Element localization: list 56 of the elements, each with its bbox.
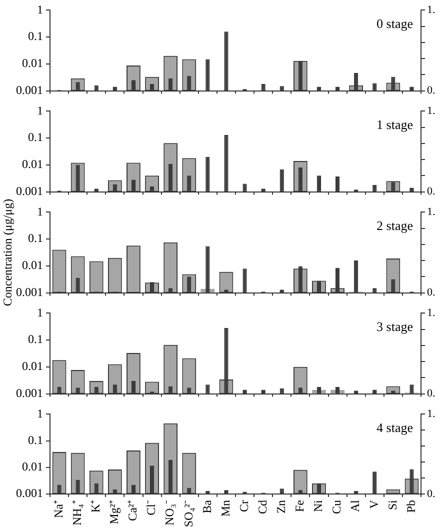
y2-tick-label: 1. bbox=[427, 105, 436, 118]
x-tick-label: Si bbox=[385, 499, 400, 510]
x-tick-label: Mn bbox=[218, 500, 232, 517]
x-tick-label: Cd bbox=[255, 500, 270, 514]
y-tick-label: 1 bbox=[37, 305, 43, 320]
x-tick-label: SO₄²⁻ bbox=[181, 500, 196, 528]
y2-tick-label: 0. bbox=[427, 84, 436, 97]
annotation: 0 stage bbox=[376, 16, 414, 32]
y2-tick-label: 0. bbox=[427, 286, 436, 299]
y-tick-label: 0.001 bbox=[16, 284, 43, 299]
x-tick-label: Al bbox=[348, 499, 362, 512]
y-tick-label: 0.01 bbox=[22, 258, 43, 272]
x-tick-label: NH₄⁺ bbox=[70, 500, 84, 526]
y2-tick-label: 1. bbox=[427, 408, 436, 420]
x-tick-label: Mg²⁺ bbox=[107, 500, 122, 524]
y-tick-label: 1 bbox=[37, 204, 43, 218]
y-tick-label: 0.1 bbox=[28, 432, 43, 447]
y-tick-label: 1 bbox=[37, 2, 43, 16]
y-tick-label: 0.001 bbox=[16, 486, 43, 500]
y-tick-label: 0.01 bbox=[22, 460, 43, 474]
y2-tick-label: 0. bbox=[427, 186, 436, 198]
x-tick-label: K⁺ bbox=[88, 500, 103, 513]
annotation: 1 stage bbox=[376, 117, 414, 132]
y-tick-label: 1 bbox=[37, 103, 43, 118]
y-tick-label: 0.1 bbox=[28, 231, 43, 246]
y2-tick-label: 1. bbox=[427, 206, 436, 218]
y-tick-label: 0.1 bbox=[28, 29, 43, 44]
x-tick-label: Ca²⁺ bbox=[126, 500, 140, 521]
y2-tick-label: 0. bbox=[427, 388, 436, 400]
y-tick-label: 1 bbox=[37, 406, 43, 420]
y-tick-label: 0.1 bbox=[28, 332, 43, 346]
x-tick-label: Pb bbox=[404, 500, 418, 513]
x-tick-label: V bbox=[366, 500, 381, 509]
y-tick-label: 0.01 bbox=[22, 359, 43, 374]
x-tick-label: Ni bbox=[311, 499, 326, 512]
annotation: 2 stage bbox=[376, 218, 414, 234]
x-tick-label: Zn bbox=[274, 500, 288, 514]
y-tick-label: 0.001 bbox=[16, 386, 43, 400]
y2-tick-label: 1. bbox=[427, 4, 436, 16]
y-axis-title: Concentration (μg/μg) bbox=[0, 197, 16, 308]
x-tick-label: NO₃⁻ bbox=[162, 500, 177, 526]
x-tick-label: Ba bbox=[200, 499, 214, 514]
y-tick-label: 0.001 bbox=[16, 82, 43, 97]
x-tick-label: Fe bbox=[292, 500, 307, 512]
annotation: 4 stage bbox=[376, 420, 414, 436]
y-tick-label: 0.1 bbox=[28, 130, 43, 144]
x-tick-label: Cr bbox=[236, 500, 251, 512]
y-tick-label: 0.01 bbox=[22, 157, 43, 172]
x-tick-label: Cl⁻ bbox=[144, 500, 158, 516]
x-tick-label: Na⁺ bbox=[51, 500, 66, 518]
x-tick-label: Cu bbox=[330, 500, 344, 514]
y-tick-label: 0.01 bbox=[22, 56, 43, 70]
y2-tick-label: 1. bbox=[427, 307, 436, 320]
annotation: 3 stage bbox=[376, 319, 414, 334]
y-tick-label: 0.001 bbox=[16, 184, 43, 198]
y2-tick-label: 0. bbox=[427, 488, 436, 500]
